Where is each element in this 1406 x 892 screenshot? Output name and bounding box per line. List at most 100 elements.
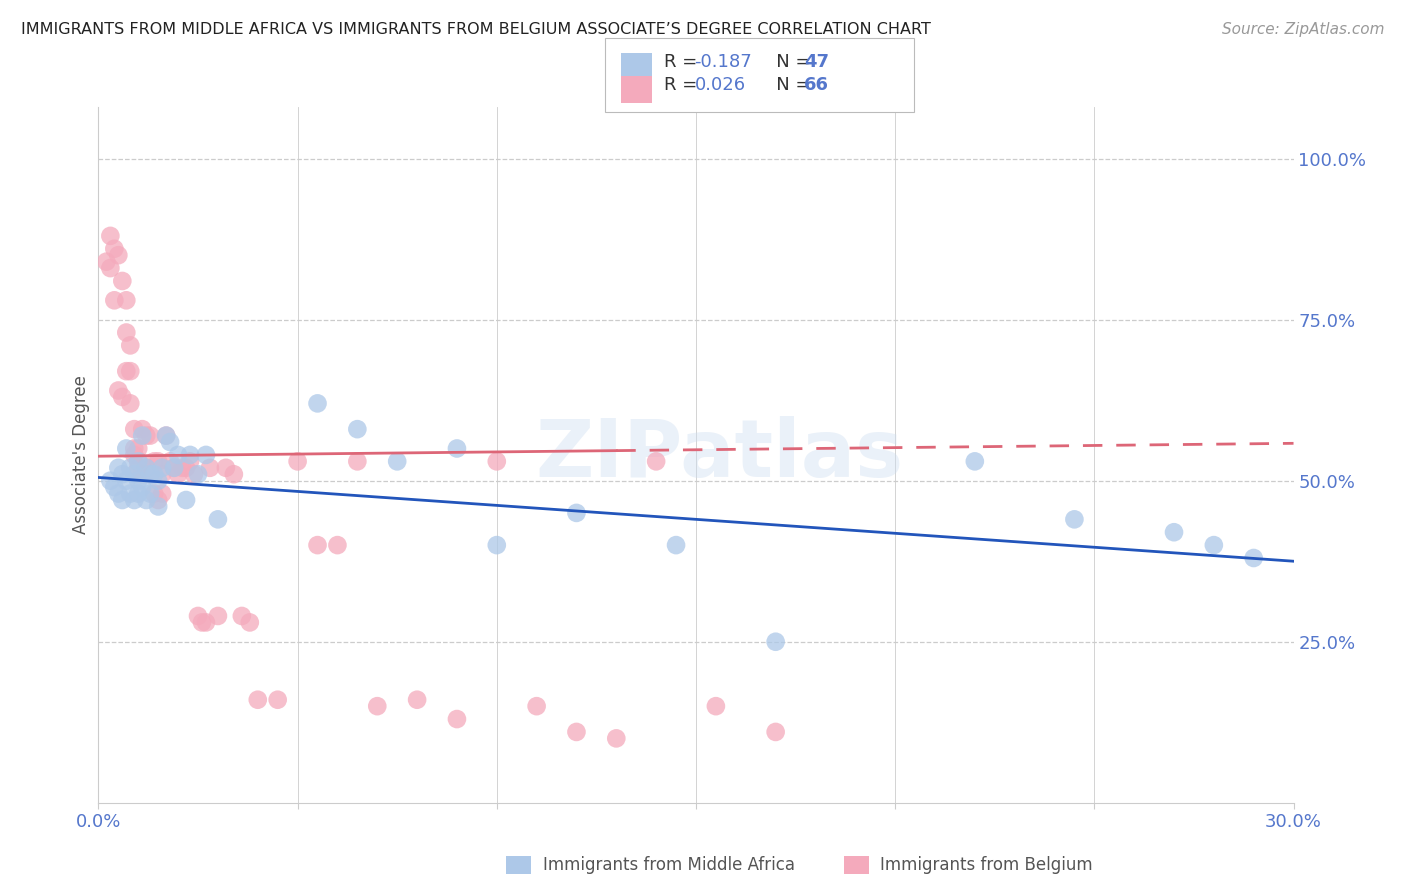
Point bbox=[150, 467, 173, 482]
Point bbox=[704, 699, 727, 714]
Point bbox=[131, 428, 153, 442]
Point bbox=[98, 228, 122, 243]
Point bbox=[148, 500, 170, 514]
Point bbox=[198, 460, 221, 475]
Point bbox=[127, 486, 149, 500]
Point bbox=[98, 261, 122, 276]
Point bbox=[665, 538, 688, 552]
Point bbox=[1063, 512, 1085, 526]
Point bbox=[765, 634, 787, 648]
Point bbox=[159, 454, 181, 468]
Point bbox=[191, 615, 214, 630]
Point bbox=[120, 486, 142, 500]
Point bbox=[143, 486, 166, 500]
Point bbox=[107, 460, 129, 475]
Point bbox=[111, 274, 134, 288]
Point bbox=[103, 242, 125, 256]
Point bbox=[139, 467, 162, 482]
Text: N =: N = bbox=[759, 76, 817, 94]
Point bbox=[174, 460, 197, 475]
Y-axis label: Associate's Degree: Associate's Degree bbox=[72, 376, 90, 534]
Point bbox=[139, 486, 162, 500]
Point bbox=[246, 692, 269, 706]
Point bbox=[155, 428, 177, 442]
Point bbox=[150, 460, 173, 475]
Text: N =: N = bbox=[759, 53, 817, 70]
Point bbox=[107, 384, 129, 398]
Point bbox=[135, 493, 157, 508]
Point bbox=[183, 467, 205, 482]
Point bbox=[115, 364, 138, 378]
Point bbox=[148, 493, 170, 508]
Text: R =: R = bbox=[664, 76, 703, 94]
Point bbox=[103, 480, 125, 494]
Point bbox=[187, 609, 209, 624]
Point bbox=[127, 474, 149, 488]
Point bbox=[135, 428, 157, 442]
Point bbox=[179, 454, 201, 468]
Point bbox=[131, 467, 153, 482]
Point bbox=[107, 248, 129, 262]
Point bbox=[96, 254, 118, 268]
Point bbox=[195, 448, 218, 462]
Point bbox=[485, 454, 508, 468]
Point bbox=[143, 467, 166, 482]
Text: ZIPatlas: ZIPatlas bbox=[536, 416, 904, 494]
Point bbox=[1202, 538, 1225, 552]
Point bbox=[179, 448, 201, 462]
Point bbox=[239, 615, 262, 630]
Point bbox=[131, 480, 153, 494]
Point bbox=[565, 506, 588, 520]
Point bbox=[111, 467, 134, 482]
Point bbox=[222, 467, 245, 482]
Point bbox=[163, 460, 186, 475]
Point bbox=[139, 467, 162, 482]
Point bbox=[645, 454, 668, 468]
Point bbox=[143, 454, 166, 468]
Point bbox=[307, 396, 329, 410]
Point bbox=[195, 615, 218, 630]
Point bbox=[287, 454, 309, 468]
Text: Immigrants from Middle Africa: Immigrants from Middle Africa bbox=[543, 856, 794, 874]
Point bbox=[267, 692, 290, 706]
Point bbox=[124, 467, 146, 482]
Point bbox=[526, 699, 548, 714]
Point bbox=[963, 454, 986, 468]
Text: IMMIGRANTS FROM MIDDLE AFRICA VS IMMIGRANTS FROM BELGIUM ASSOCIATE’S DEGREE CORR: IMMIGRANTS FROM MIDDLE AFRICA VS IMMIGRA… bbox=[21, 22, 931, 37]
Point bbox=[124, 422, 146, 436]
Point bbox=[124, 442, 146, 456]
Point bbox=[135, 460, 157, 475]
Point bbox=[135, 460, 157, 475]
Point bbox=[120, 396, 142, 410]
Text: Source: ZipAtlas.com: Source: ZipAtlas.com bbox=[1222, 22, 1385, 37]
Point bbox=[207, 609, 229, 624]
Point bbox=[120, 364, 142, 378]
Point bbox=[485, 538, 508, 552]
Point bbox=[115, 326, 138, 340]
Point bbox=[127, 454, 149, 468]
Point bbox=[120, 460, 142, 475]
Point bbox=[103, 293, 125, 308]
Point bbox=[207, 512, 229, 526]
Text: 47: 47 bbox=[804, 53, 830, 70]
Point bbox=[150, 486, 173, 500]
Text: Immigrants from Belgium: Immigrants from Belgium bbox=[880, 856, 1092, 874]
Point bbox=[127, 442, 149, 456]
Point bbox=[174, 493, 197, 508]
Point bbox=[163, 460, 186, 475]
Point bbox=[107, 486, 129, 500]
Point bbox=[605, 731, 627, 746]
Point bbox=[172, 460, 194, 475]
Point bbox=[159, 435, 181, 450]
Point bbox=[115, 442, 138, 456]
Point bbox=[446, 712, 468, 726]
Point bbox=[139, 428, 162, 442]
Point bbox=[148, 454, 170, 468]
Point bbox=[385, 454, 409, 468]
Text: -0.187: -0.187 bbox=[695, 53, 752, 70]
Point bbox=[346, 454, 368, 468]
Point bbox=[1163, 525, 1185, 540]
Point bbox=[127, 460, 149, 475]
Point bbox=[565, 725, 588, 739]
Point bbox=[115, 293, 138, 308]
